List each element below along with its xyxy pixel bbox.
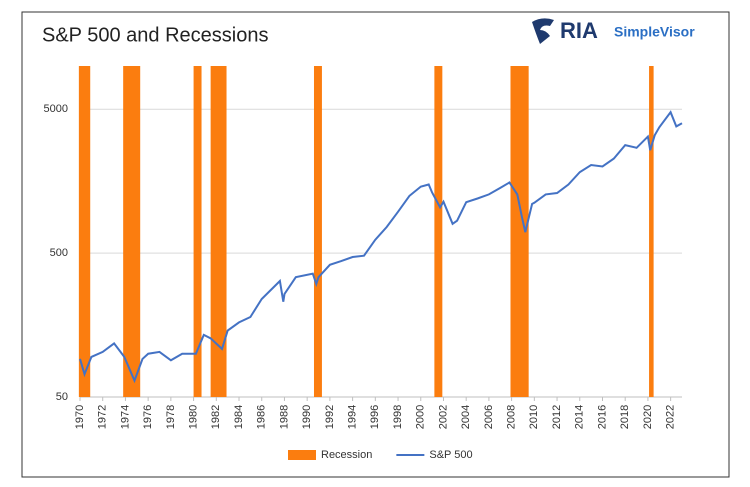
recession-bar <box>434 66 443 397</box>
x-tick-label: 1974 <box>119 405 131 429</box>
logo-icon <box>532 18 554 44</box>
x-tick-label: 1998 <box>392 405 404 429</box>
legend-swatch <box>288 450 316 460</box>
x-tick-label: 1996 <box>369 405 381 429</box>
recession-bar <box>510 66 529 397</box>
recession-bar <box>313 66 322 397</box>
x-tick-label: 2014 <box>574 405 586 429</box>
x-tick-label: 1992 <box>324 405 336 429</box>
recession-bar <box>78 66 91 397</box>
legend-label: S&P 500 <box>429 449 472 461</box>
x-tick-label: 2010 <box>528 405 540 429</box>
x-tick-label: 2000 <box>415 405 427 429</box>
logo-product: SimpleVisor <box>614 24 695 40</box>
x-tick-label: 2004 <box>460 405 472 429</box>
recession-bar <box>649 66 654 397</box>
x-tick-label: 1988 <box>278 405 290 429</box>
x-tick-label: 2006 <box>483 405 495 429</box>
y-tick-label: 50 <box>56 391 68 403</box>
x-tick-label: 1984 <box>233 405 245 429</box>
x-tick-label: 1990 <box>301 405 313 429</box>
x-tick-label: 2008 <box>506 405 518 429</box>
x-tick-label: 2020 <box>642 405 654 429</box>
logo-name: RIA <box>560 18 598 43</box>
x-tick-label: 1986 <box>256 405 268 429</box>
x-tick-label: 1994 <box>347 405 359 429</box>
x-tick-label: 1970 <box>74 405 86 429</box>
recession-bar <box>193 66 202 397</box>
chart-title: S&P 500 and Recessions <box>42 24 268 46</box>
x-tick-label: 1976 <box>142 405 154 429</box>
y-tick-label: 5000 <box>44 103 68 115</box>
recession-bar <box>210 66 227 397</box>
y-tick-label: 500 <box>50 247 68 259</box>
x-tick-label: 1978 <box>165 405 177 429</box>
x-tick-label: 1980 <box>187 405 199 429</box>
x-tick-label: 1982 <box>210 405 222 429</box>
x-tick-label: 2012 <box>551 405 563 429</box>
recession-bar <box>123 66 141 397</box>
sp500-line <box>79 110 683 384</box>
x-tick-label: 2016 <box>596 405 608 429</box>
x-tick-label: 2018 <box>619 405 631 429</box>
x-tick-label: 2022 <box>665 405 677 429</box>
legend-label: Recession <box>321 449 372 461</box>
x-tick-label: 2002 <box>437 405 449 429</box>
x-tick-label: 1972 <box>97 405 109 429</box>
